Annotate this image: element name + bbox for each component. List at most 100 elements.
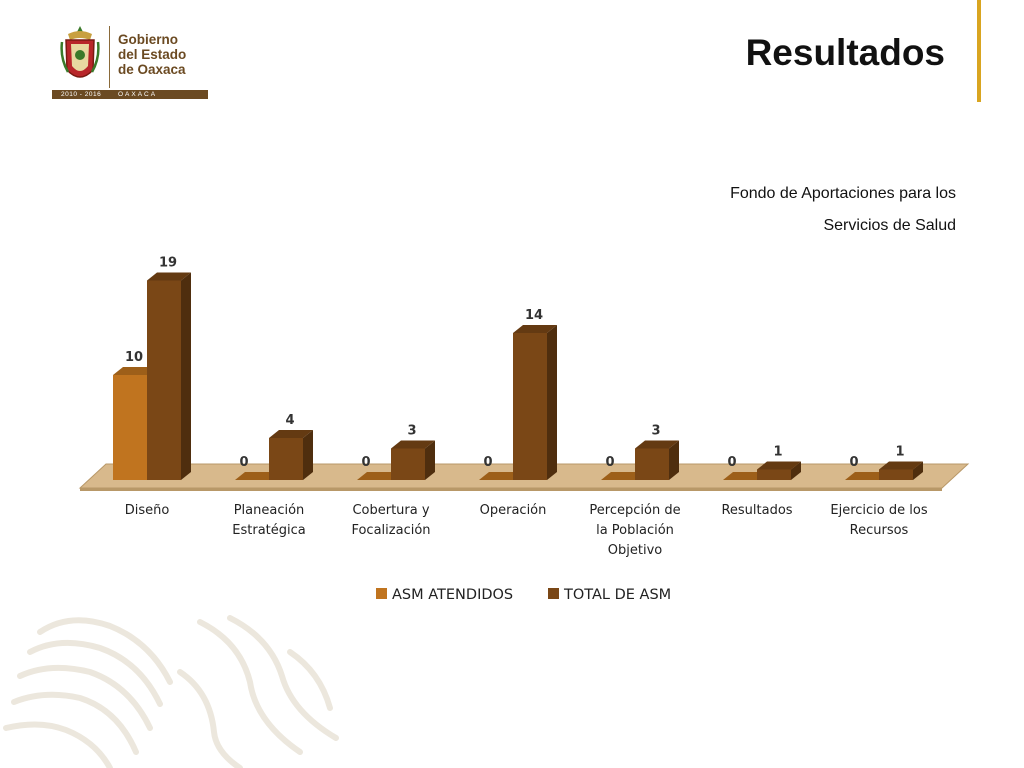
category-label-line: Planeación	[234, 503, 305, 518]
government-name-line: Gobierno	[118, 32, 178, 47]
data-label: 0	[605, 455, 614, 470]
bar-front	[513, 333, 547, 480]
bar-side	[425, 440, 435, 480]
category-label-line: Ejercicio de los	[830, 503, 927, 518]
bar-front	[269, 438, 303, 480]
category-label: Planeación Estratégica	[232, 503, 305, 538]
category-label-line: Operación	[480, 503, 547, 518]
bar-top	[269, 430, 313, 438]
category-label-line: Estratégica	[232, 523, 305, 538]
bar-top	[601, 472, 645, 480]
bar-total	[757, 461, 801, 480]
bar-top	[845, 472, 889, 480]
bar-attended	[723, 472, 767, 480]
bar-total	[391, 440, 435, 480]
chart-subtitle: Fondo de Aportaciones para los Servicios…	[656, 178, 956, 242]
data-label: 10	[125, 350, 143, 365]
bar-total	[635, 440, 679, 480]
bar-side	[669, 440, 679, 480]
category-label-line: Diseño	[125, 503, 170, 518]
legend-swatch	[548, 588, 559, 599]
bar-front	[879, 469, 913, 480]
category-label-line: Percepción de	[589, 503, 680, 518]
page-title: Resultados	[745, 32, 945, 73]
subtitle-line: Servicios de Salud	[823, 217, 956, 234]
data-label: 3	[407, 424, 416, 439]
bar-side	[181, 272, 191, 480]
bar-side	[913, 461, 923, 480]
category-label: Percepción de la Población Objetivo	[589, 503, 680, 558]
bar-attended	[845, 472, 889, 480]
category-label-line: Objetivo	[608, 543, 662, 558]
bar-attended	[479, 472, 523, 480]
bar-top	[723, 472, 767, 480]
category-label: Diseño	[125, 503, 170, 518]
logo-state: OAXACA	[118, 91, 158, 98]
chart-legend: ASM ATENDIDOS TOTAL DE ASM	[376, 587, 671, 603]
bar-top	[235, 472, 279, 480]
bar-top	[879, 461, 923, 470]
bar-total	[513, 325, 557, 480]
data-label: 4	[285, 413, 294, 428]
bar-side	[303, 430, 313, 480]
data-label: 19	[159, 256, 177, 271]
category-label-line: la Población	[596, 523, 674, 538]
bar-total	[147, 272, 191, 480]
category-label-line: Cobertura y	[352, 503, 429, 518]
bar-top	[635, 440, 679, 449]
category-label: Ejercicio de los Recursos	[830, 503, 927, 538]
eagle-watermark-icon	[3, 615, 339, 768]
bar-front	[757, 469, 791, 480]
legend-swatch	[376, 588, 387, 599]
logo-years: 2010 - 2016	[61, 91, 102, 98]
bar-attended	[235, 472, 279, 480]
data-label: 0	[727, 455, 736, 470]
bar-top	[357, 472, 401, 480]
government-logo: Gobierno del Estado de Oaxaca 2010 - 201…	[52, 24, 212, 102]
data-label: 0	[361, 455, 370, 470]
bar-top	[147, 272, 191, 281]
logo-band: 2010 - 2016 OAXACA	[52, 90, 208, 99]
bar-front	[113, 375, 147, 480]
accent-rule	[977, 0, 981, 102]
government-name: Gobierno del Estado de Oaxaca	[118, 32, 186, 77]
chart-category-labels-layer: Diseño Planeación Estratégica Cobertura y Fo…	[125, 503, 928, 558]
bar-top	[479, 472, 523, 480]
category-label-line: Resultados	[721, 503, 792, 518]
bar-side	[791, 461, 801, 480]
government-name-line: del Estado	[118, 47, 187, 62]
bar-side	[547, 325, 557, 480]
data-label: 0	[849, 455, 858, 470]
subtitle-line: Fondo de Aportaciones para los	[730, 185, 956, 202]
category-label: Operación	[480, 503, 547, 518]
chart-floor-edge	[80, 488, 942, 491]
logo-divider	[109, 26, 110, 88]
data-label: 1	[895, 445, 904, 460]
chart-bars-layer	[113, 272, 923, 480]
bar-top	[513, 325, 557, 333]
bar-top	[113, 367, 157, 375]
legend-label: ASM ATENDIDOS	[392, 587, 513, 603]
category-label-line: Focalización	[351, 523, 430, 538]
data-label: 0	[483, 455, 492, 470]
bar-top	[391, 440, 435, 449]
bar-top	[757, 461, 801, 470]
bar-attended	[357, 472, 401, 480]
data-label: 14	[525, 308, 543, 323]
category-label: Resultados	[721, 503, 792, 518]
category-label-line: Recursos	[850, 523, 909, 538]
government-name-line: de Oaxaca	[118, 62, 186, 77]
data-label: 1	[773, 445, 782, 460]
data-label: 3	[651, 424, 660, 439]
bar-total	[879, 461, 923, 480]
bar-front	[391, 448, 425, 480]
legend-label: TOTAL DE ASM	[563, 587, 671, 603]
bar-front	[635, 448, 669, 480]
coat-of-arms-icon	[60, 26, 100, 78]
data-label: 0	[239, 455, 248, 470]
bar-attended	[601, 472, 645, 480]
category-label: Cobertura y Focalización	[351, 503, 430, 538]
bar-total	[269, 430, 313, 480]
